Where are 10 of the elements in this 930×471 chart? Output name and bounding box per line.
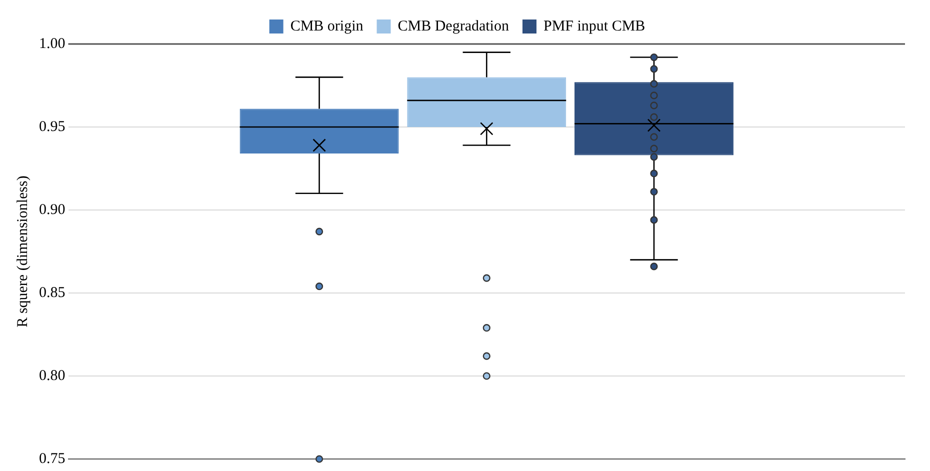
y-tick-label: 1.00 bbox=[39, 36, 66, 52]
y-tick-label: 0.85 bbox=[39, 284, 66, 301]
y-tick-label: 0.75 bbox=[39, 450, 66, 467]
y-tick-label: 0.90 bbox=[39, 202, 66, 218]
y-tick-label: 0.95 bbox=[39, 118, 66, 135]
y-axis-title: R squere (dimensionless) bbox=[14, 176, 31, 328]
legend-label: CMB Degradation bbox=[398, 18, 510, 34]
legend-label: CMB origin bbox=[290, 18, 364, 34]
y-tick-label: 0.80 bbox=[39, 368, 66, 384]
legend-label: PMF input CMB bbox=[543, 18, 646, 34]
